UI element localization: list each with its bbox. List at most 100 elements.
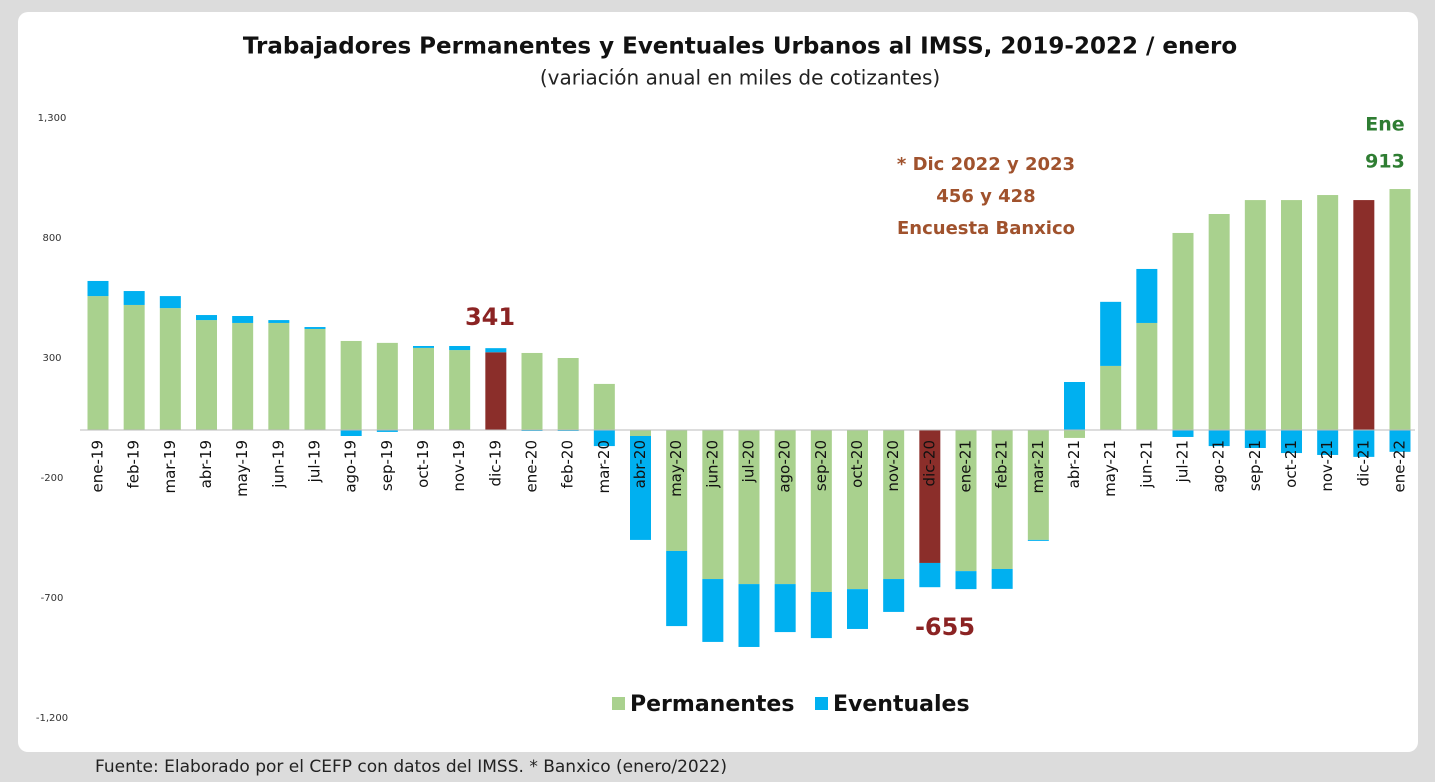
bar-segment [919, 562, 941, 588]
y-tick-label: -1,200 [36, 713, 68, 724]
bar-segment [1389, 189, 1411, 430]
bar-segment [449, 350, 471, 430]
bar-segment [1353, 430, 1375, 457]
bar-segment [593, 383, 615, 430]
x-tick-label: sep-20 [812, 440, 830, 491]
x-tick-label: oct-20 [848, 440, 866, 488]
bar-segment [376, 430, 398, 432]
bar-segment [1027, 539, 1049, 541]
bar-segment [593, 430, 615, 447]
bar-segment [1172, 430, 1194, 437]
bar-segment [1136, 322, 1158, 430]
x-tick-label: feb-20 [559, 440, 577, 489]
bar-segment [1244, 200, 1266, 430]
bar-segment [738, 430, 760, 585]
chart-title: Trabajadores Permanentes y Eventuales Ur… [243, 34, 1237, 60]
x-tick-label: may-20 [667, 440, 685, 497]
x-tick-label: feb-19 [125, 440, 143, 489]
y-tick-label: 300 [42, 353, 61, 364]
annotation: Ene [1365, 114, 1404, 136]
x-tick-label: ago-21 [1210, 440, 1228, 493]
x-tick-label: mar-19 [161, 440, 179, 494]
bar-segment [847, 589, 868, 629]
bar-segment [1353, 200, 1375, 430]
bar-segment [304, 327, 326, 329]
x-tick-label: nov-19 [450, 440, 468, 492]
bar-segment [485, 352, 507, 430]
y-tick-label: -200 [41, 473, 64, 484]
x-tick-label: jul-20 [740, 440, 758, 483]
bar-segment [557, 358, 579, 430]
bar-segment [232, 322, 254, 430]
legend-label: Eventuales [833, 692, 970, 717]
bar-segment [196, 315, 217, 321]
x-tick-label: dic-19 [486, 440, 504, 486]
bar-segment [449, 346, 471, 351]
bar-segment [1064, 430, 1085, 438]
bar-segment [196, 320, 217, 430]
bar-segment [123, 304, 145, 430]
legend-swatch [815, 697, 828, 710]
x-tick-label: abr-19 [197, 440, 215, 488]
bar-segment [1317, 430, 1339, 455]
bar-segment [955, 571, 977, 590]
bar-segment [847, 430, 868, 590]
bar-segment [413, 347, 434, 430]
bar-segment [268, 320, 290, 323]
x-tick-label: jun-20 [703, 440, 721, 489]
bar-segment [87, 280, 109, 297]
bar-segment [774, 584, 796, 633]
bar-segment [774, 430, 796, 585]
bar-segment [1208, 214, 1230, 430]
bar-segment [413, 346, 434, 348]
x-tick-label: oct-19 [414, 440, 432, 488]
annotation: 341 [465, 303, 515, 331]
bar-segment [955, 430, 977, 572]
x-tick-label: may-21 [1101, 440, 1119, 497]
bar-segment [159, 296, 181, 309]
x-tick-label: nov-20 [884, 440, 902, 492]
source: Fuente: Elaborado por el CEFP con datos … [95, 757, 727, 777]
bar-segment [268, 322, 290, 430]
bar-segment [1317, 195, 1339, 430]
x-tick-label: ago-19 [342, 440, 360, 493]
x-tick-label: mar-20 [595, 440, 613, 494]
bar-segment [810, 430, 832, 592]
legend-swatch [612, 697, 625, 710]
x-tick-label: abr-20 [631, 440, 649, 488]
bar-segment [630, 436, 651, 540]
bar-segment [666, 430, 688, 551]
bar-segment [810, 592, 832, 639]
bar-segment [883, 430, 905, 580]
x-tick-label: sep-19 [378, 440, 396, 491]
x-tick-label: ago-20 [776, 440, 794, 493]
bar-segment [991, 430, 1013, 569]
bar-segment [630, 430, 651, 436]
panel [18, 12, 1418, 752]
annotation: 913 [1365, 151, 1405, 173]
bar-segment [702, 579, 724, 642]
bar-segment [1281, 200, 1302, 430]
bar-segment [666, 550, 688, 627]
bar-segment [1281, 430, 1302, 454]
annotation: 456 y 428 [936, 186, 1035, 207]
x-tick-label: dic-20 [920, 440, 938, 486]
x-tick-label: feb-21 [993, 440, 1011, 489]
bar-segment [340, 340, 362, 430]
x-tick-label: ene-19 [89, 440, 107, 492]
y-tick-label: -700 [41, 593, 64, 604]
x-tick-label: nov-21 [1318, 440, 1336, 492]
bar-segment [991, 568, 1013, 589]
x-tick-label: ene-20 [523, 440, 541, 492]
bar-segment [485, 348, 507, 353]
annotation: * Dic 2022 y 2023 [897, 154, 1075, 175]
x-tick-label: jul-19 [306, 440, 324, 483]
bar-segment [304, 328, 326, 430]
x-tick-label: may-19 [233, 440, 251, 497]
bar-segment [883, 579, 905, 612]
x-tick-label: jun-19 [269, 440, 287, 489]
bar-segment [1100, 365, 1122, 430]
x-tick-label: mar-21 [1029, 440, 1047, 494]
bar-segment [1389, 430, 1411, 452]
